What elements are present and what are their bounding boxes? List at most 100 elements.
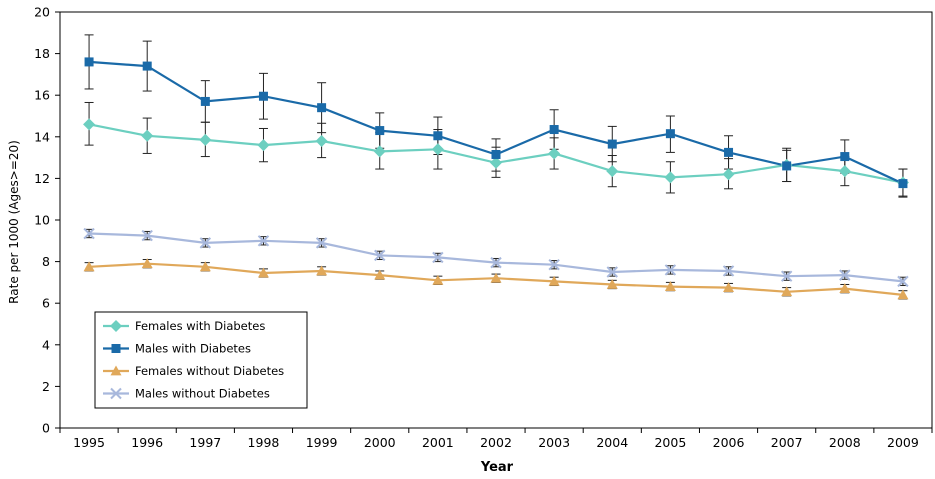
data-point [606, 278, 618, 289]
data-point [373, 145, 386, 158]
legend-label: Males without Diabetes [135, 387, 270, 401]
data-point [781, 286, 793, 297]
axes [55, 11, 933, 433]
data-point [723, 282, 735, 292]
y-tick-label: 10 [34, 213, 50, 228]
y-tick-label: 4 [42, 337, 50, 352]
data-point [490, 256, 502, 269]
x-tick-label: 1997 [189, 435, 221, 450]
data-point [433, 131, 443, 141]
x-tick-label: 2009 [887, 435, 919, 450]
data-point [257, 139, 270, 152]
data-point [722, 168, 735, 181]
legend-swatch-marker [111, 344, 121, 353]
data-point [199, 261, 211, 272]
data-point [897, 275, 909, 288]
x-tick-label: 2000 [364, 435, 396, 450]
data-point [898, 179, 908, 189]
legend-label: Females with Diabetes [135, 319, 265, 333]
data-point [491, 149, 501, 159]
data-point [257, 235, 270, 247]
x-tick-label: 1995 [73, 435, 105, 450]
data-point [548, 147, 561, 160]
data-point [897, 289, 909, 300]
data-point [665, 129, 675, 139]
data-point [664, 264, 677, 276]
data-point [724, 147, 734, 157]
x-tick-label: 2005 [654, 435, 686, 450]
data-point [838, 165, 851, 178]
x-tick-label: 2006 [713, 435, 745, 450]
data-point [199, 133, 212, 146]
y-tick-label: 0 [42, 421, 50, 436]
data-point [431, 143, 444, 156]
x-tick-label: 2001 [422, 435, 454, 450]
data-point [432, 274, 444, 285]
legend-swatch-marker [110, 365, 122, 376]
data-point [141, 229, 153, 242]
data-point [141, 258, 153, 269]
x-tick-label: 1999 [306, 435, 338, 450]
y-tick-label: 16 [34, 88, 50, 103]
data-point [549, 125, 559, 135]
legend-swatch-marker [110, 320, 122, 332]
x-axis-title: Year [480, 460, 514, 475]
legend-box [94, 311, 308, 409]
data-point [432, 251, 444, 264]
data-point [315, 237, 328, 249]
data-point [374, 269, 386, 280]
y-tick-label: 2 [42, 379, 50, 394]
data-point [722, 265, 735, 277]
data-point [664, 171, 677, 184]
y-tick-label: 20 [34, 5, 50, 20]
data-point [606, 266, 618, 278]
tick-labels: 0 2 4 6 8 10 12 14 16 18 20 1995 1996 1997 1998 1999 200… [34, 5, 919, 451]
x-tick-label: 1998 [248, 435, 280, 450]
legend: Females with Diabetes Males with Diabetes… [94, 311, 308, 409]
data-point [839, 269, 851, 281]
x-tick-label: 2007 [771, 435, 803, 450]
x-tick-label: 2004 [596, 435, 628, 450]
data-point [258, 91, 268, 101]
data-point [490, 272, 502, 283]
y-tick-label: 6 [42, 296, 50, 311]
data-point [840, 152, 850, 162]
data-point [606, 165, 619, 178]
legend-label: Females without Diabetes [135, 364, 284, 378]
data-point [83, 118, 96, 131]
x-tick-label: 1996 [131, 435, 163, 450]
y-tick-label: 14 [34, 129, 50, 144]
y-axis-title: Rate per 1000 (Ages>=20) [7, 140, 21, 304]
data-point [839, 283, 851, 294]
y-tick-label: 8 [42, 254, 50, 269]
data-point [200, 96, 210, 106]
x-tick-label: 2008 [829, 435, 861, 450]
data-point [83, 261, 95, 272]
data-point [315, 134, 328, 147]
series-markers [83, 57, 909, 300]
data-point [316, 265, 328, 276]
data-point [664, 281, 676, 291]
x-tick-label: 2003 [538, 435, 570, 450]
x-tick-label: 2002 [480, 435, 512, 450]
data-point [142, 61, 152, 71]
data-point [199, 237, 212, 249]
data-point [374, 249, 386, 262]
data-point [83, 227, 95, 240]
data-point [141, 129, 154, 142]
data-point [607, 139, 617, 149]
legend-label: Males with Diabetes [135, 342, 251, 356]
data-point [84, 57, 94, 67]
legend-swatch-marker [110, 387, 122, 400]
data-point [317, 103, 327, 113]
data-point [375, 126, 385, 136]
data-point [257, 267, 269, 278]
data-point [548, 275, 560, 286]
data-point [780, 270, 793, 282]
data-point [548, 259, 560, 271]
y-tick-label: 18 [34, 46, 50, 61]
data-point [782, 161, 792, 171]
y-tick-label: 12 [34, 171, 50, 186]
data-point [490, 156, 502, 169]
